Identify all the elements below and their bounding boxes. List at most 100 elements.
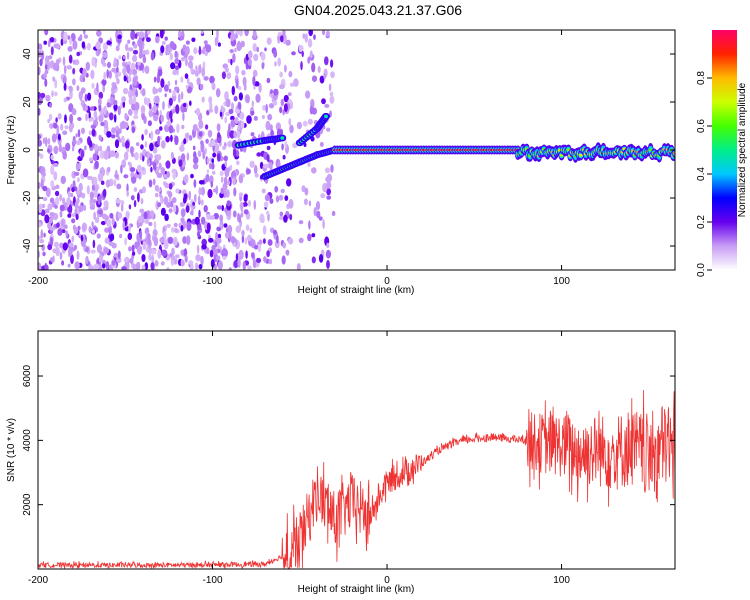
spectrogram-noise-cell	[160, 45, 165, 54]
spectrogram-noise-cell	[243, 209, 249, 215]
spectrogram-noise-cell	[64, 125, 69, 130]
spectrogram-noise-cell	[144, 140, 148, 148]
spectrogram-noise-cell	[49, 197, 55, 204]
spectrogram-noise-cell	[328, 83, 332, 92]
spectrogram-noise-cell	[217, 132, 221, 138]
spectrogram-noise-cell	[198, 64, 202, 74]
spectrogram-noise-cell	[214, 105, 219, 114]
spectrogram-x-ticks: -200 -100 0 100	[28, 30, 570, 287]
spectrogram-noise-cell	[206, 157, 210, 164]
spectrogram-noise-cell	[283, 94, 289, 103]
spectrogram-noise-cell	[92, 176, 98, 186]
spectrogram-noise-cell	[227, 129, 230, 139]
spectrogram-noise-cell	[223, 176, 228, 185]
spectrogram-noise-cell	[51, 133, 57, 143]
spectrogram-noise-cell	[223, 223, 228, 228]
spectrogram-noise-cell	[326, 173, 333, 183]
spectrogram-noise-cell	[298, 220, 304, 225]
spectrogram-noise-cell	[179, 202, 185, 207]
spectrogram-noise-cell	[164, 93, 167, 98]
y-tick-label: 2000	[22, 493, 33, 516]
spectrogram-noise-cell	[315, 201, 321, 211]
spectrogram-noise-cell	[90, 249, 96, 254]
spectrogram-noise-cell	[274, 61, 277, 67]
spectrogram-noise-cell	[126, 183, 129, 193]
spectrogram-noise-cell	[127, 39, 131, 44]
spectrogram-noise-cell	[152, 147, 158, 154]
spectrogram-noise-cell	[177, 93, 181, 103]
spectrogram-noise-cell	[206, 169, 210, 174]
spectrogram-noise-cell	[235, 150, 240, 157]
spectrogram-noise-cell	[173, 258, 178, 265]
spectrogram-noise-cell	[109, 112, 114, 121]
spectrogram-noise-cell	[198, 180, 205, 185]
spectrogram-noise-cell	[270, 129, 274, 138]
spectrogram-noise-cell	[178, 159, 183, 167]
spectrogram-noise-cell	[311, 256, 316, 264]
spectrogram-noise-cell	[213, 263, 217, 270]
spectrogram-noise-cell	[195, 107, 201, 116]
spectrogram-noise-cell	[209, 215, 215, 220]
spectrogram-noise-cell	[203, 76, 209, 81]
spectrogram-noise-cell	[126, 51, 130, 60]
spectrogram-noise-cell	[197, 195, 201, 203]
spectrogram-noise-cell	[241, 69, 246, 76]
spectrogram-noise-cell	[142, 50, 147, 56]
spectrogram-noise-cell	[216, 226, 222, 232]
spectrogram-noise-cell	[132, 94, 137, 105]
x-tick-label: -200	[28, 575, 48, 586]
spectrogram-noise-cell	[141, 134, 144, 141]
spectrogram-noise-cell	[53, 43, 59, 49]
x-tick-label: -200	[28, 276, 48, 287]
spectrogram-noise-cell	[246, 168, 250, 175]
spectrogram-noise-cell	[98, 145, 103, 152]
spectrogram-noise-cell	[69, 192, 74, 198]
spectrogram-noise-cell	[140, 105, 146, 114]
spectrogram-noise-cell	[83, 34, 89, 39]
spectrogram-noise-cell	[254, 245, 258, 250]
spectrogram-noise-cell	[289, 124, 294, 134]
spectrogram-noise-cell	[319, 141, 324, 147]
spectrogram-ridge-cell	[280, 136, 285, 140]
spectrogram-ridge-cell	[324, 114, 328, 119]
spectrogram-noise-cell	[40, 229, 44, 239]
spectrogram-noise-cell	[161, 249, 168, 257]
spectrogram-noise-cell	[330, 164, 334, 173]
spectrogram-noise-cell	[162, 100, 165, 111]
spectrogram-noise-cell	[243, 57, 247, 64]
spectrogram-noise-cell	[307, 233, 312, 242]
spectrogram-noise-cell	[253, 53, 259, 62]
spectrogram-noise-cell	[117, 105, 121, 116]
spectrogram-noise-cell	[211, 162, 215, 170]
spectrogram-noise-cell	[219, 214, 224, 223]
spectrogram-noise-cell	[89, 106, 95, 111]
spectrogram-noise-cell	[88, 118, 92, 122]
spectrogram-noise-cell	[50, 180, 55, 189]
spectrogram-noise-cell	[89, 205, 96, 210]
spectrogram-noise-cell	[159, 237, 165, 244]
spectrogram-noise-cell	[216, 237, 222, 244]
spectrogram-noise-cell	[78, 205, 84, 213]
spectrogram-noise-cell	[103, 71, 106, 81]
spectrogram-noise-cell	[181, 57, 185, 62]
spectrogram-noise-cell	[165, 160, 171, 169]
spectrogram-noise-cell	[180, 153, 186, 162]
spectrogram-noise-cell	[102, 263, 106, 269]
x-tick-label: 100	[553, 575, 570, 586]
spectrogram-noise-cell	[308, 220, 311, 230]
spectrogram-noise-cell	[183, 107, 188, 113]
spectrogram-noise-cell	[266, 77, 271, 84]
spectrogram-noise-cell	[172, 236, 178, 246]
spectrogram-noise-cell	[182, 112, 185, 122]
spectrogram-noise-cell	[186, 221, 192, 232]
spectrogram-noise-cell	[50, 46, 54, 56]
spectrogram-noise-cell	[102, 52, 108, 58]
spectrogram-noise-cell	[114, 139, 120, 149]
spectrogram-noise-cell	[141, 254, 146, 262]
spectrogram-noise-cell	[165, 44, 169, 52]
spectrogram-noise-cell	[171, 247, 175, 257]
spectrogram-noise-cell	[77, 225, 81, 231]
spectrogram-noise-cell	[129, 146, 134, 155]
spectrogram-noise-cell	[52, 62, 58, 71]
spectrogram-noise-cell	[185, 45, 190, 56]
